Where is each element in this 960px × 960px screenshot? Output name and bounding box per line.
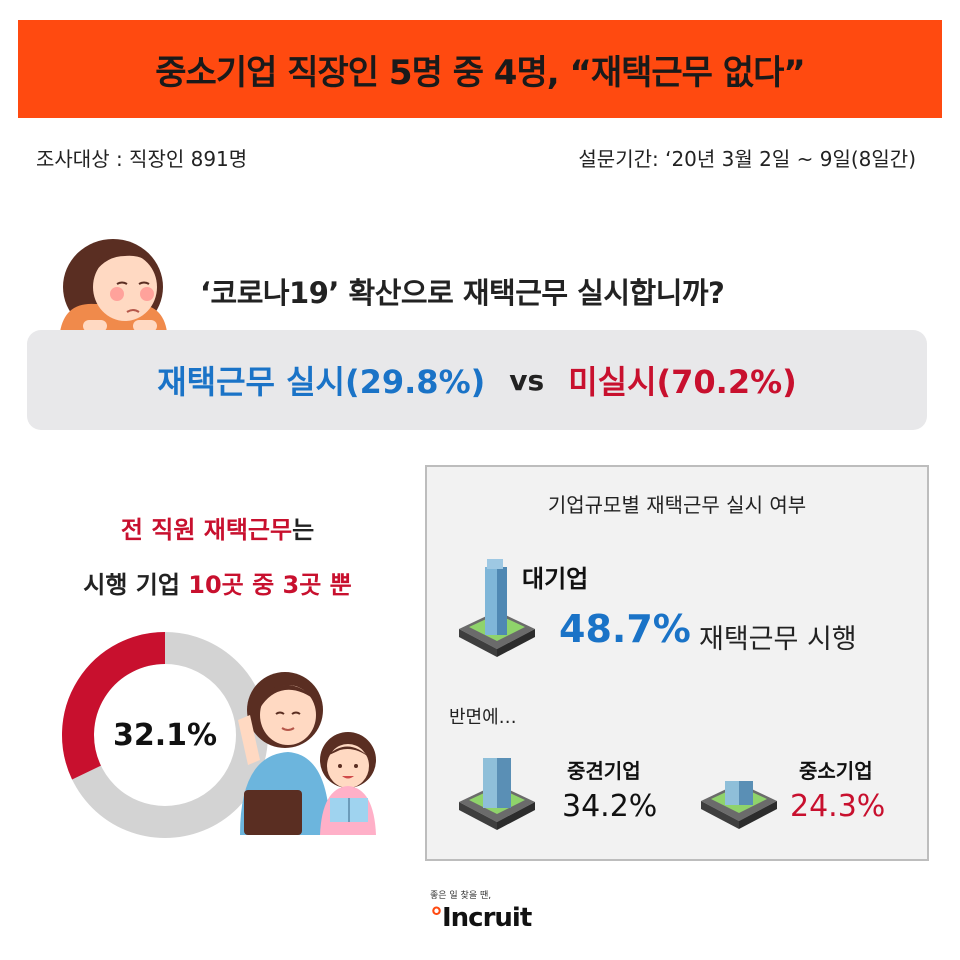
headline-red-part: 전 직원 재택근무: [120, 516, 293, 544]
survey-period: 설문기간: ‘20년 3월 2일 ~ 9일(8일간): [578, 147, 916, 171]
contrast-text: 반면에…: [449, 707, 517, 728]
logo-wordmark: °Incruit: [430, 903, 532, 933]
small-company-label: 중소기업: [799, 759, 873, 783]
panel-title: 기업규모별 재택근무 실시 여부: [547, 493, 807, 517]
midsize-company-label: 중견기업: [567, 759, 641, 783]
logo-name: Incruit: [442, 903, 532, 933]
skyscraper-icon: [459, 559, 535, 657]
large-company-label: 대기업: [522, 565, 589, 593]
remote-yes-result: 재택근무 실시(29.8%): [157, 363, 486, 401]
survey-target: 조사대상 : 직장인 891명: [36, 147, 248, 171]
headline-rest-part: 는: [292, 516, 315, 544]
small-company-pct: 24.3%: [790, 789, 886, 824]
small-building-icon: [701, 781, 777, 829]
remote-no-result: 미실시(70.2%): [568, 363, 797, 401]
survey-question: ‘코로나19’ 확산으로 재택근무 실시합니까?: [200, 276, 725, 310]
company-size-panel: 기업규모별 재택근무 실시 여부 대기업 48.7% 재택근무 시행 반면에… …: [425, 465, 929, 861]
headline-prefix: 시행 기업: [83, 571, 180, 599]
versus-text: vs: [509, 363, 545, 397]
midsize-company-pct: 34.2%: [562, 789, 658, 824]
mother-child-illustration: [238, 672, 376, 835]
large-company-suffix: 재택근무 시행: [699, 624, 857, 655]
logo-tagline: 좋은 일 찾을 땐,: [430, 891, 492, 901]
title-banner: 중소기업 직장인 5명 중 4명, “재택근무 없다”: [18, 20, 942, 118]
incruit-logo: 좋은 일 찾을 땐, °Incruit: [430, 888, 540, 933]
donut-value-label: 32.1%: [113, 718, 217, 753]
full-remote-headline-1: 전 직원 재택근무는: [30, 510, 405, 545]
headline-ratio: 10곳 중 3곳 뿐: [188, 571, 352, 599]
midsize-building-icon: [459, 758, 535, 830]
large-company-pct: 48.7%: [559, 607, 691, 651]
full-remote-headline-2: 시행 기업 10곳 중 3곳 뿐: [30, 565, 405, 600]
donut-slice-full-remote: [62, 632, 166, 780]
page-title: 중소기업 직장인 5명 중 4명, “재택근무 없다”: [155, 52, 805, 93]
result-summary: 재택근무 실시(29.8%) vs 미실시(70.2%): [27, 330, 927, 430]
sick-woman-illustration: [60, 239, 167, 332]
